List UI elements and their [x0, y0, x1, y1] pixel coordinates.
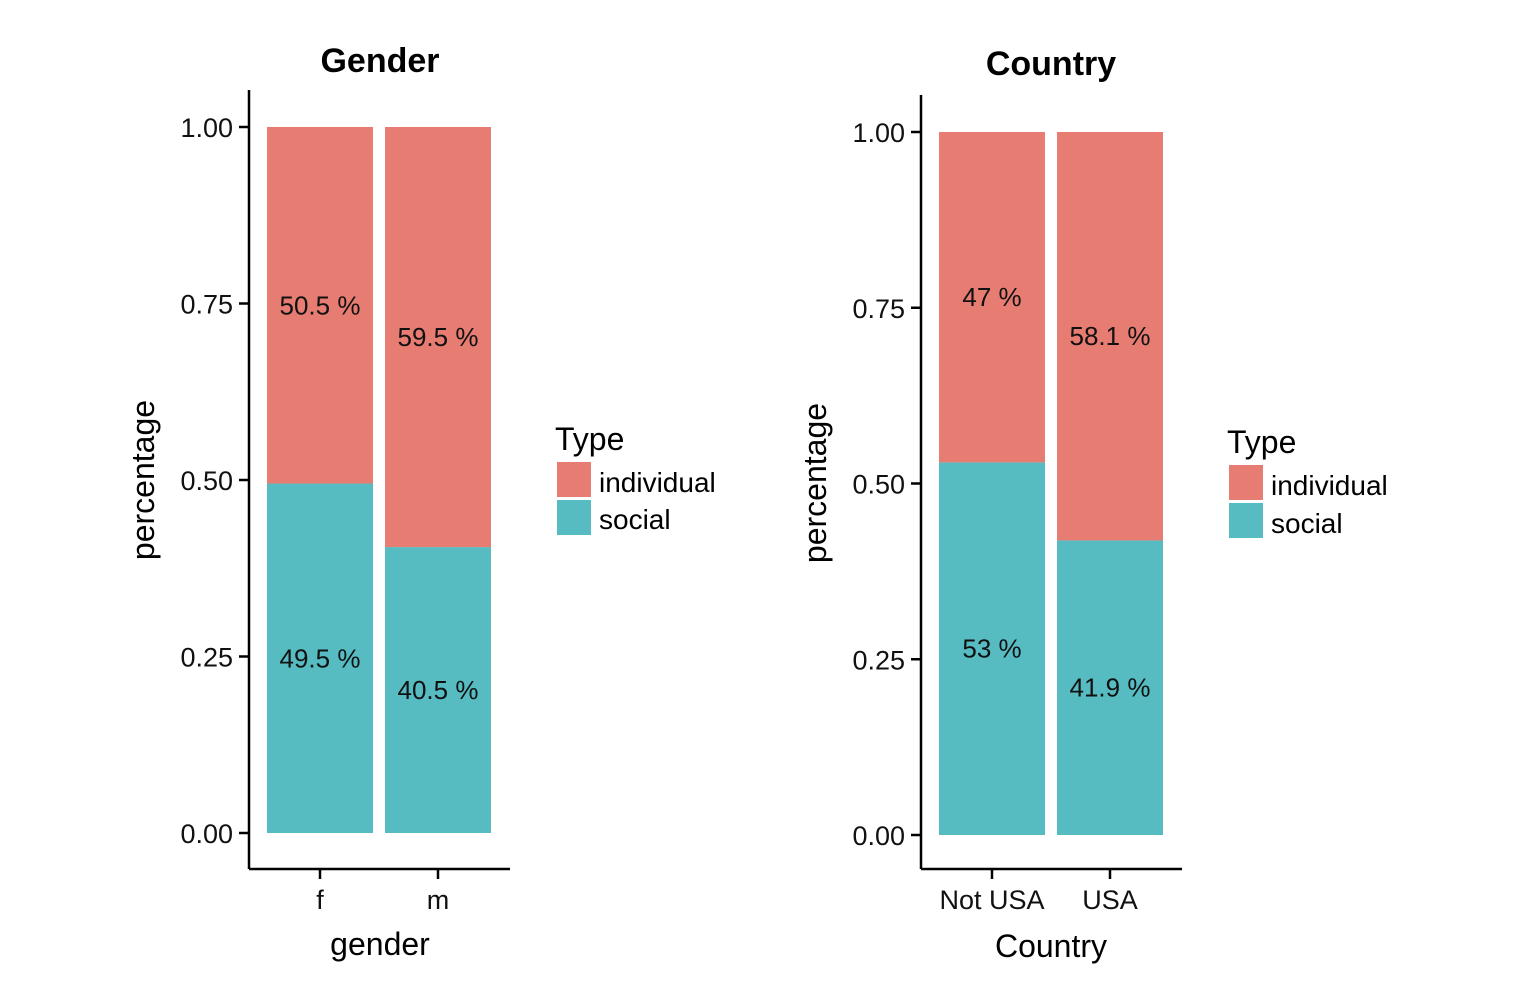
x-tick-label-f: f: [316, 885, 324, 915]
data-labels: 49.5 % 50.5 % 40.5 % 59.5 %: [280, 290, 479, 705]
legend-label-individual: individual: [1271, 470, 1388, 501]
panel-title: Gender: [320, 42, 439, 80]
y-tick-label: 0.00: [852, 821, 905, 851]
data-label-usa-individual: 58.1 %: [1070, 321, 1151, 351]
panel-country: Country 53 % 47 % 41.9 % 58.1 % 0.00 0.25 0.5…: [797, 45, 1388, 964]
legend-label-social: social: [599, 504, 671, 535]
legend-swatch-individual: [1229, 465, 1263, 500]
data-label-f-social: 49.5 %: [280, 643, 361, 673]
bar-f-individual: [267, 127, 373, 484]
plot-area: 53 % 47 % 41.9 % 58.1 % 0.00 0.25 0.50 0.75 1.0…: [852, 95, 1182, 915]
y-tick-label: 1.00: [180, 113, 233, 143]
y-tick-label: 1.00: [852, 118, 905, 148]
panel-gender: Gender 49.5 % 50.5 % 40.5 % 59.5 % 0.00 0.25…: [125, 42, 716, 962]
y-tick-label: 0.50: [180, 466, 233, 496]
bar-usa-social: [1057, 540, 1163, 835]
plot-area: 49.5 % 50.5 % 40.5 % 59.5 % 0.00 0.25 0.50 0.7…: [180, 90, 510, 915]
y-axis-title: percentage: [125, 400, 161, 560]
bars: [939, 132, 1163, 835]
x-tick-label-usa: USA: [1082, 885, 1138, 915]
data-label-m-social: 40.5 %: [398, 675, 479, 705]
bar-f-social: [267, 483, 373, 833]
bar-not-usa-social: [939, 462, 1045, 835]
x-tick-label-not-usa: Not USA: [939, 885, 1044, 915]
legend-title: Type: [555, 421, 624, 457]
legend-label-social: social: [1271, 508, 1343, 539]
legend-swatch-individual: [557, 462, 591, 497]
bar-m-individual: [385, 127, 491, 548]
y-axis-title: percentage: [797, 403, 833, 563]
data-label-m-individual: 59.5 %: [398, 322, 479, 352]
data-label-not-usa-social: 53 %: [962, 634, 1021, 664]
x-tick-label-m: m: [427, 885, 450, 915]
y-tick-label: 0.00: [180, 819, 233, 849]
legend-swatch-social: [557, 500, 591, 535]
bar-not-usa-individual: [939, 132, 1045, 463]
bars: [267, 127, 491, 833]
x-axis-title: gender: [330, 926, 430, 962]
axes: 0.00 0.25 0.50 0.75 1.00 f m: [180, 90, 510, 915]
data-label-f-individual: 50.5 %: [280, 290, 361, 320]
legend: Type individual social: [1227, 424, 1388, 539]
y-tick-label: 0.75: [180, 290, 233, 320]
legend: Type individual social: [555, 421, 716, 535]
legend-title: Type: [1227, 424, 1296, 460]
y-tick-label: 0.75: [852, 294, 905, 324]
legend-label-individual: individual: [599, 467, 716, 498]
bar-m-social: [385, 547, 491, 833]
y-tick-label: 0.50: [852, 470, 905, 500]
legend-swatch-social: [1229, 503, 1263, 538]
data-label-usa-social: 41.9 %: [1070, 673, 1151, 703]
panel-title: Country: [986, 45, 1116, 83]
bar-usa-individual: [1057, 132, 1163, 541]
data-labels: 53 % 47 % 41.9 % 58.1 %: [962, 282, 1150, 703]
data-label-not-usa-individual: 47 %: [962, 282, 1021, 312]
axes: 0.00 0.25 0.50 0.75 1.00 Not USA USA: [852, 95, 1182, 915]
y-tick-label: 0.25: [852, 645, 905, 675]
x-axis-title: Country: [995, 928, 1107, 964]
y-tick-label: 0.25: [180, 643, 233, 673]
